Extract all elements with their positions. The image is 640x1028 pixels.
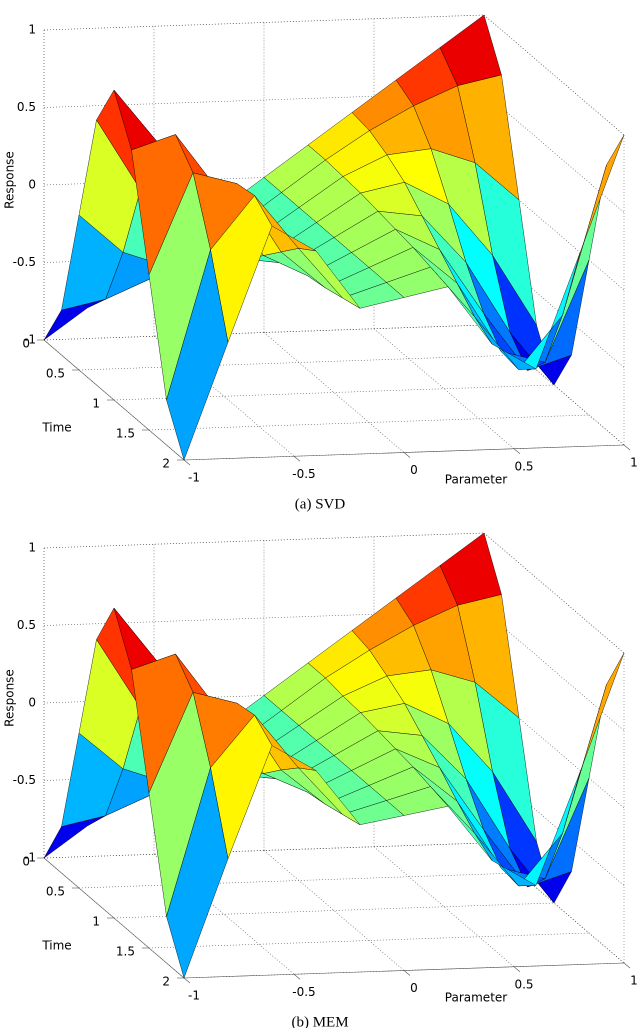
axis-line — [183, 444, 625, 461]
z-grid-line — [43, 14, 485, 31]
x-tick — [403, 970, 411, 976]
y-tick-label: 0.5 — [46, 367, 65, 381]
x-axis-label: Parameter — [445, 473, 507, 487]
x-tick — [623, 962, 631, 969]
x-grid-line — [373, 328, 515, 449]
x-grid-line — [263, 332, 405, 453]
y-tick-label: 1.5 — [116, 427, 135, 441]
x-tick — [513, 966, 521, 972]
x-tick-label: 1 — [630, 974, 638, 988]
x-tick-label: 1 — [630, 456, 638, 470]
y-grid-line — [78, 872, 520, 889]
axis-line — [183, 962, 625, 979]
x-tick — [293, 974, 301, 980]
axis-line — [43, 339, 185, 461]
surface-patch — [166, 767, 229, 979]
z-tick-label: 0.5 — [17, 618, 36, 632]
x-tick — [183, 459, 191, 466]
x-tick — [293, 456, 301, 462]
x-tick-label: -1 — [188, 471, 200, 485]
y-grid-line — [78, 354, 520, 371]
z-tick-label: -0.5 — [13, 773, 36, 787]
y-grid-line — [113, 384, 555, 401]
x-tick-label: -0.5 — [292, 467, 315, 481]
x-tick-label: -1 — [188, 989, 200, 1003]
z-grid-line — [43, 532, 485, 549]
caption: (b) MEM — [291, 1014, 348, 1028]
y-grid-line — [43, 842, 485, 859]
caption: (a) SVD — [295, 496, 346, 512]
y-grid-line — [148, 414, 590, 431]
x-tick — [403, 452, 411, 458]
y-tick-label: 0 — [22, 337, 30, 351]
y-tick-label: 1.5 — [116, 945, 135, 959]
x-tick-label: 0.5 — [514, 977, 533, 991]
axis-line — [43, 857, 185, 979]
z-tick-label: -0.5 — [13, 255, 36, 269]
x-tick-label: 0.5 — [514, 459, 533, 473]
x-tick-label: -0.5 — [292, 985, 315, 999]
x-axis-label: Parameter — [445, 991, 507, 1005]
z-tick-label: -1 — [24, 851, 36, 865]
y-axis-label: Time — [41, 421, 71, 435]
z-tick-label: -1 — [24, 333, 36, 347]
x-tick-label: 0 — [410, 463, 418, 477]
x-grid-line — [373, 846, 515, 967]
y-axis-label: Time — [41, 939, 71, 953]
z-tick-label: 1 — [28, 23, 36, 37]
z-axis-label: Response — [3, 669, 17, 727]
y-tick-label: 1 — [92, 397, 100, 411]
z-grid-line — [483, 14, 625, 136]
x-tick — [623, 444, 631, 451]
x-tick — [513, 448, 521, 454]
y-tick-label: 0 — [22, 855, 30, 869]
y-tick-label: 2 — [162, 975, 170, 989]
y-grid-line — [148, 932, 590, 949]
y-tick-label: 1 — [92, 915, 100, 929]
x-grid-line — [263, 850, 405, 971]
z-grid-line — [483, 532, 625, 654]
z-tick-label: 0 — [28, 178, 36, 192]
x-tick-label: 0 — [410, 981, 418, 995]
y-tick-label: 0.5 — [46, 885, 65, 899]
y-grid-line — [43, 324, 485, 341]
y-grid-line — [113, 902, 555, 919]
z-tick-label: 0.5 — [17, 100, 36, 114]
z-tick-label: 1 — [28, 541, 36, 555]
z-axis-label: Response — [3, 151, 17, 209]
surface-patch — [166, 249, 229, 461]
y-tick-label: 2 — [162, 457, 170, 471]
z-tick-label: 0 — [28, 696, 36, 710]
x-tick — [183, 977, 191, 984]
